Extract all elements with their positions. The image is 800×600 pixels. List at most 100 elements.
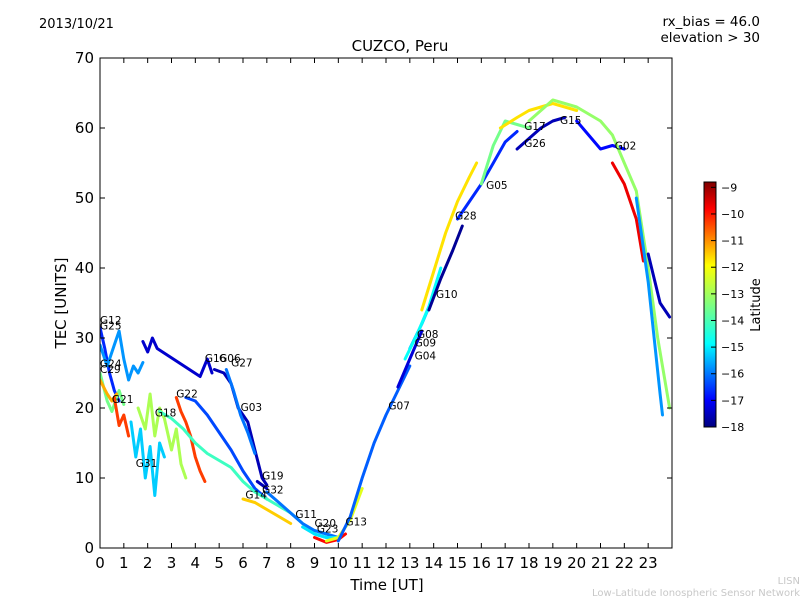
satellite-label-g15: G15 xyxy=(560,115,582,127)
series-trace-g32 xyxy=(241,497,293,525)
axes: 0 1 2 3 4 5 6 7 8 9 10 11 12 13 14 15 16 17 18 19 20 21 22 2301… xyxy=(75,49,672,572)
x-tick-label: 12 xyxy=(376,554,395,572)
x-tick-label: 20 xyxy=(567,554,586,572)
x-tick-label: 13 xyxy=(400,554,419,572)
x-tick-label: 4 xyxy=(191,554,201,572)
series-trace-g27 xyxy=(224,368,257,455)
bias-info: rx_bias = 46.0 elevation > 30 xyxy=(660,14,760,46)
series-trace xyxy=(646,252,672,319)
series-trace-g26 xyxy=(515,116,567,151)
series-trace-g25 xyxy=(100,329,145,382)
y-axis-label: TEC [UNITS] xyxy=(52,258,70,350)
colorbar-tick-label: −11 xyxy=(721,235,744,248)
series-trace-g28 xyxy=(420,161,479,312)
series-trace-g19 xyxy=(255,480,269,490)
satellite-label-g26: G26 xyxy=(524,138,546,150)
y-tick-label: 10 xyxy=(75,469,94,487)
satellite-label-g02: G02 xyxy=(615,141,637,153)
satellite-label-g04: G04 xyxy=(415,351,437,363)
chart-title-text: CUZCO, Peru xyxy=(351,37,449,55)
satellite-label-g09: G09 xyxy=(415,337,437,349)
x-tick-label: 9 xyxy=(310,554,320,572)
satellite-label-g06: G06 xyxy=(219,353,241,365)
x-tick-label: 16 xyxy=(472,554,491,572)
y-tick-label: 20 xyxy=(75,399,94,417)
x-tick-label: 0 xyxy=(95,554,105,572)
satellite-label-g19: G19 xyxy=(262,470,284,482)
satellite-label-g27: G27 xyxy=(231,358,253,370)
colorbar-tick-label: −15 xyxy=(721,341,744,354)
rx-bias-label: rx_bias = 46.0 xyxy=(662,14,760,30)
x-tick-label: 21 xyxy=(591,554,610,572)
x-tick-label: 1 xyxy=(119,554,129,572)
satellite-label-g11: G11 xyxy=(295,509,317,521)
series-trace-g05 xyxy=(456,130,519,221)
x-tick-label: 14 xyxy=(424,554,443,572)
series-trace-g08 xyxy=(403,266,443,361)
series-trace xyxy=(634,196,664,417)
series-trace-g11 xyxy=(265,490,340,539)
satellite-label-g12: G12 xyxy=(100,315,122,327)
satellite-label-g08: G08 xyxy=(417,329,439,341)
series-trace xyxy=(527,98,672,410)
colorbar xyxy=(703,181,717,428)
x-axis-label: Time [UT] xyxy=(349,576,423,594)
satellite-label-g18: G18 xyxy=(155,407,177,419)
x-tick-label: 8 xyxy=(286,554,296,572)
colorbar-tick-label: −17 xyxy=(721,394,744,407)
satellite-label-g17: G17 xyxy=(524,121,546,133)
colorbar-tick-label: −14 xyxy=(721,314,744,327)
colorbar-label: Latitude xyxy=(749,278,764,332)
satellite-label-g03: G03 xyxy=(241,402,263,414)
satellite-label-c29: C29 xyxy=(100,364,121,376)
credit: LISN Low-Latitude Ionospheric Sensor Net… xyxy=(592,576,800,600)
y-tick-label: 30 xyxy=(75,329,94,347)
series-layer xyxy=(100,98,672,544)
credit-long: Low-Latitude Ionospheric Sensor Network xyxy=(592,588,800,599)
x-tick-label: 15 xyxy=(448,554,467,572)
credit-short: LISN xyxy=(777,576,800,587)
satellite-label-g32: G32 xyxy=(262,484,284,496)
colorbar-ticks: −9 −10 −11 −12 −13 −14 −15 −16 −17 −18 xyxy=(711,181,744,434)
x-tick-label: 22 xyxy=(615,554,634,572)
y-tick-label: 60 xyxy=(75,119,94,137)
colorbar-tick-label: −13 xyxy=(721,288,744,301)
satellite-label-g23: G23 xyxy=(317,524,339,536)
x-tick-label: 23 xyxy=(639,554,658,572)
series-trace-g06 xyxy=(212,368,269,487)
colorbar-tick-label: −10 xyxy=(721,208,744,221)
series-trace-g03 xyxy=(184,396,269,501)
satellite-label-g28: G28 xyxy=(455,211,477,223)
colorbar-tick-label: −16 xyxy=(721,368,744,381)
satellite-label-g25: G25 xyxy=(100,321,122,333)
chart-title: CUZCO, Peru xyxy=(0,37,800,55)
colorbar-tick-label: −9 xyxy=(721,181,737,194)
series-trace xyxy=(610,161,645,263)
x-tick-label: 19 xyxy=(543,554,562,572)
satellite-label-g21: G21 xyxy=(112,394,133,406)
elevation-label: elevation > 30 xyxy=(660,30,760,46)
x-tick-label: 3 xyxy=(167,554,177,572)
x-tick-label: 2 xyxy=(143,554,153,572)
series-trace-g31 xyxy=(129,420,166,497)
x-tick-label: 6 xyxy=(238,554,248,572)
series-trace-g21 xyxy=(112,396,131,438)
satellite-label-g07: G07 xyxy=(388,400,410,412)
x-tick-label: 17 xyxy=(496,554,515,572)
date-label: 2013/10/21 xyxy=(39,17,114,32)
series-trace-g16 xyxy=(141,336,214,378)
satellite-label-g13: G13 xyxy=(345,517,367,529)
colorbar-tick-label: −12 xyxy=(721,261,744,274)
y-tick-label: 40 xyxy=(75,259,94,277)
series-trace-g04 xyxy=(396,329,424,389)
satellite-label-g05: G05 xyxy=(486,180,508,192)
x-tick-label: 18 xyxy=(519,554,538,572)
satellite-label-g31: G31 xyxy=(136,458,158,470)
satellite-label-g10: G10 xyxy=(436,289,458,301)
series-trace-g17 xyxy=(479,119,531,186)
satellite-label-g16: G16 xyxy=(205,353,227,365)
satellite-label-g22: G22 xyxy=(176,389,198,401)
x-tick-label: 5 xyxy=(214,554,224,572)
